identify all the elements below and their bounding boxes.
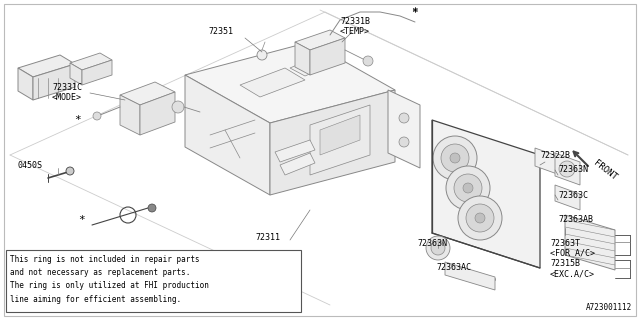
Circle shape [450,153,460,163]
Polygon shape [280,153,315,175]
Text: *: * [75,115,81,125]
Circle shape [463,183,473,193]
FancyBboxPatch shape [6,250,301,312]
Polygon shape [310,105,370,175]
Polygon shape [445,262,495,290]
Text: 72363N: 72363N [417,239,447,249]
Text: 72363AC: 72363AC [436,262,471,271]
Text: *: * [412,7,419,17]
Circle shape [458,196,502,240]
Polygon shape [70,53,112,70]
Circle shape [399,137,409,147]
Circle shape [433,136,477,180]
Circle shape [172,101,184,113]
Polygon shape [535,148,560,175]
Text: 0450S: 0450S [18,161,43,170]
Polygon shape [185,75,270,195]
Circle shape [475,213,485,223]
Circle shape [363,56,373,66]
Circle shape [93,112,101,120]
Text: <MODE>: <MODE> [52,93,82,102]
Circle shape [466,204,494,232]
Text: <TEMP>: <TEMP> [340,28,370,36]
Polygon shape [33,64,75,100]
Text: 72311: 72311 [255,234,280,243]
Text: *: * [412,8,419,18]
Text: <EXC.A/C>: <EXC.A/C> [550,269,595,278]
Polygon shape [432,120,540,268]
Polygon shape [82,60,112,85]
Polygon shape [310,38,345,75]
Text: 72322B: 72322B [540,151,570,161]
Polygon shape [240,68,305,97]
Polygon shape [555,153,580,185]
Polygon shape [388,90,420,168]
Polygon shape [18,55,75,77]
Circle shape [454,174,482,202]
Polygon shape [275,140,315,162]
Polygon shape [120,95,140,135]
Text: 72351: 72351 [208,28,233,36]
Circle shape [441,144,469,172]
Text: 72363AB: 72363AB [558,215,593,225]
Text: FRONT: FRONT [592,158,619,182]
Polygon shape [18,68,33,100]
Circle shape [148,204,156,212]
Circle shape [559,161,575,177]
Text: This ring is not included in repair parts
and not necessary as replacement parts: This ring is not included in repair part… [10,255,209,304]
Polygon shape [120,82,175,105]
Polygon shape [70,63,82,85]
Polygon shape [185,42,395,123]
Text: A723001112: A723001112 [586,303,632,312]
Text: 72363T: 72363T [550,238,580,247]
Polygon shape [295,30,345,50]
Polygon shape [555,185,580,210]
Polygon shape [320,115,360,155]
Circle shape [426,236,450,260]
Text: 72331C: 72331C [52,84,82,92]
Text: *: * [79,215,85,225]
Circle shape [257,50,267,60]
Text: 72331B: 72331B [340,18,370,27]
Circle shape [446,166,490,210]
Circle shape [66,167,74,175]
Polygon shape [565,215,615,270]
Polygon shape [270,90,395,195]
Polygon shape [290,55,335,76]
Text: 72363C: 72363C [558,191,588,201]
Polygon shape [140,92,175,135]
Circle shape [431,241,445,255]
Text: <FOR A/C>: <FOR A/C> [550,249,595,258]
Text: 72315B: 72315B [550,260,580,268]
Text: 72363N: 72363N [558,165,588,174]
Circle shape [399,113,409,123]
Polygon shape [295,42,310,75]
